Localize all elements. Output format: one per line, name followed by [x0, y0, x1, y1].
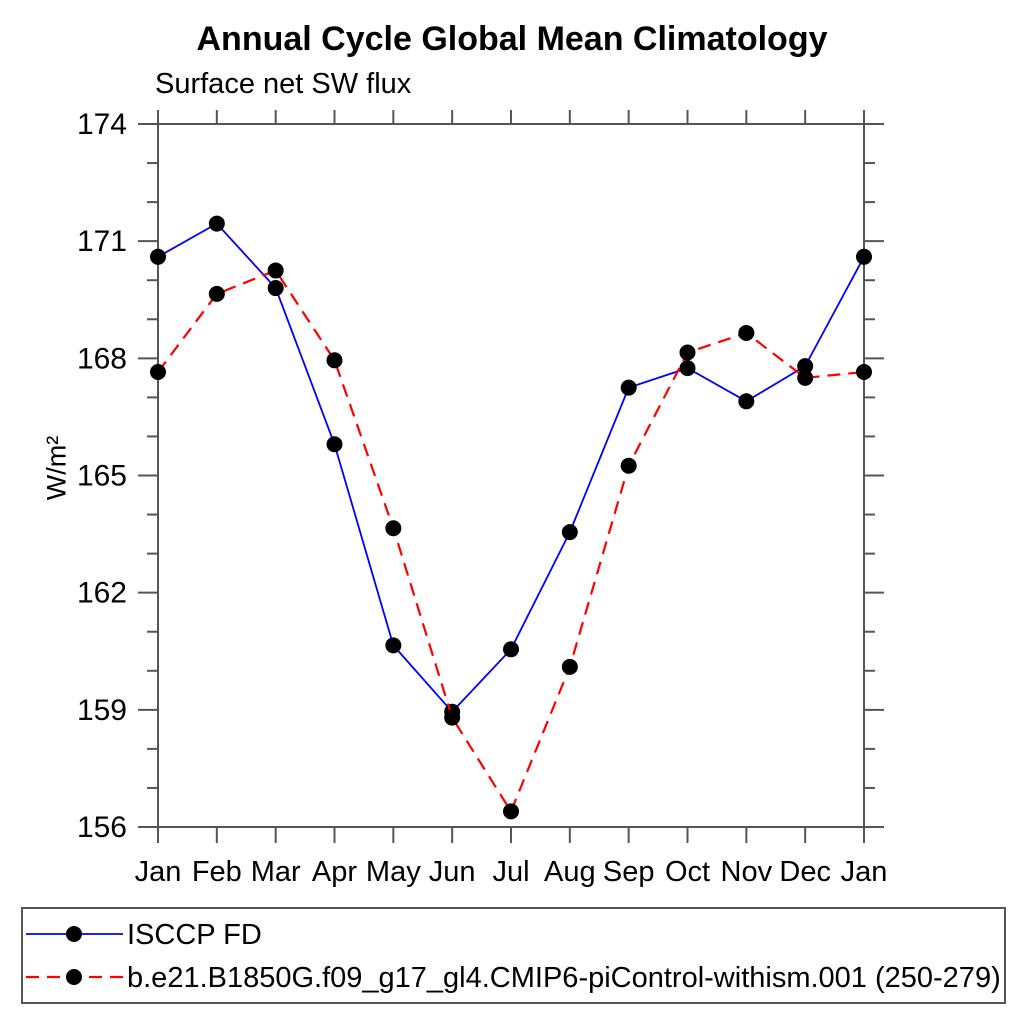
series-1 [150, 262, 872, 820]
x-tick-label: Feb [192, 856, 242, 888]
x-tick-label: Apr [312, 856, 357, 888]
series-0 [150, 215, 872, 720]
y-tick-label: 171 [77, 225, 127, 258]
data-point-marker [503, 641, 519, 658]
x-axis: Jan Feb Mar Apr May Jun Jul Aug Sep Oct Nov Dec Jan [135, 110, 888, 888]
data-point-marker [267, 262, 284, 279]
x-tick-label: Aug [544, 856, 596, 888]
legend-swatch-marker [66, 969, 82, 985]
data-point-marker [797, 369, 814, 386]
x-tick-label: Nov [721, 856, 773, 888]
series-1-line [157, 269, 865, 814]
legend-item-0: ISCCP FD [26, 919, 262, 951]
legend-box [21, 907, 1006, 1004]
data-point-marker [385, 520, 402, 537]
y-axis: 156 159 162 165 168 171 174 [77, 108, 884, 844]
series-0-line [157, 222, 865, 714]
x-tick-label: Jan [135, 856, 182, 888]
chart-title: Annual Cycle Global Mean Climatology [196, 20, 828, 58]
data-point-marker [856, 364, 872, 381]
legend-item-1: b.e21.B1850G.f09_g17_gl4.CMIP6-piControl… [26, 962, 1001, 994]
y-tick-label: 174 [77, 108, 127, 141]
x-tick-label: Oct [665, 856, 710, 888]
data-point-marker [326, 352, 343, 369]
data-point-marker [150, 248, 166, 265]
x-tick-label: May [366, 856, 421, 888]
x-tick-label: Sep [603, 856, 655, 888]
legend-swatch-marker [66, 926, 82, 942]
y-tick-label: 156 [77, 811, 127, 844]
data-point-marker [620, 457, 637, 474]
data-point-marker [561, 524, 578, 541]
data-point-marker [326, 436, 343, 453]
x-tick-label: Jan [841, 856, 888, 888]
legend-label: ISCCP FD [127, 919, 262, 951]
y-tick-label: 159 [77, 694, 127, 727]
x-tick-label: Jul [492, 856, 529, 888]
chart-subtitle: Surface net SW flux [155, 68, 412, 100]
data-point-marker [208, 215, 225, 232]
data-point-marker [444, 709, 461, 726]
data-point-marker [738, 393, 755, 410]
x-tick-label: Jun [429, 856, 476, 888]
legend-label: b.e21.B1850G.f09_g17_gl4.CMIP6-piControl… [127, 962, 1001, 994]
data-point-marker [385, 637, 402, 654]
data-point-marker [797, 358, 814, 375]
data-point-marker [679, 344, 696, 361]
plot-frame [157, 123, 865, 828]
data-point-marker [679, 360, 696, 377]
y-tick-label: 168 [77, 342, 127, 375]
y-tick-label: 165 [77, 460, 127, 493]
data-point-marker [561, 658, 578, 675]
data-point-marker [738, 324, 755, 341]
x-tick-label: Mar [251, 856, 301, 888]
data-point-marker [150, 364, 166, 381]
x-tick-label: Dec [779, 856, 831, 888]
data-point-marker [856, 248, 872, 265]
legend: ISCCP FD b.e21.B1850G.f09_g17_gl4.CMIP6-p… [21, 907, 1006, 1004]
y-tick-label: 162 [77, 577, 127, 610]
data-point-marker [208, 285, 225, 302]
data-point-marker [267, 280, 284, 297]
data-point-marker [503, 803, 519, 820]
data-point-marker [620, 379, 637, 396]
